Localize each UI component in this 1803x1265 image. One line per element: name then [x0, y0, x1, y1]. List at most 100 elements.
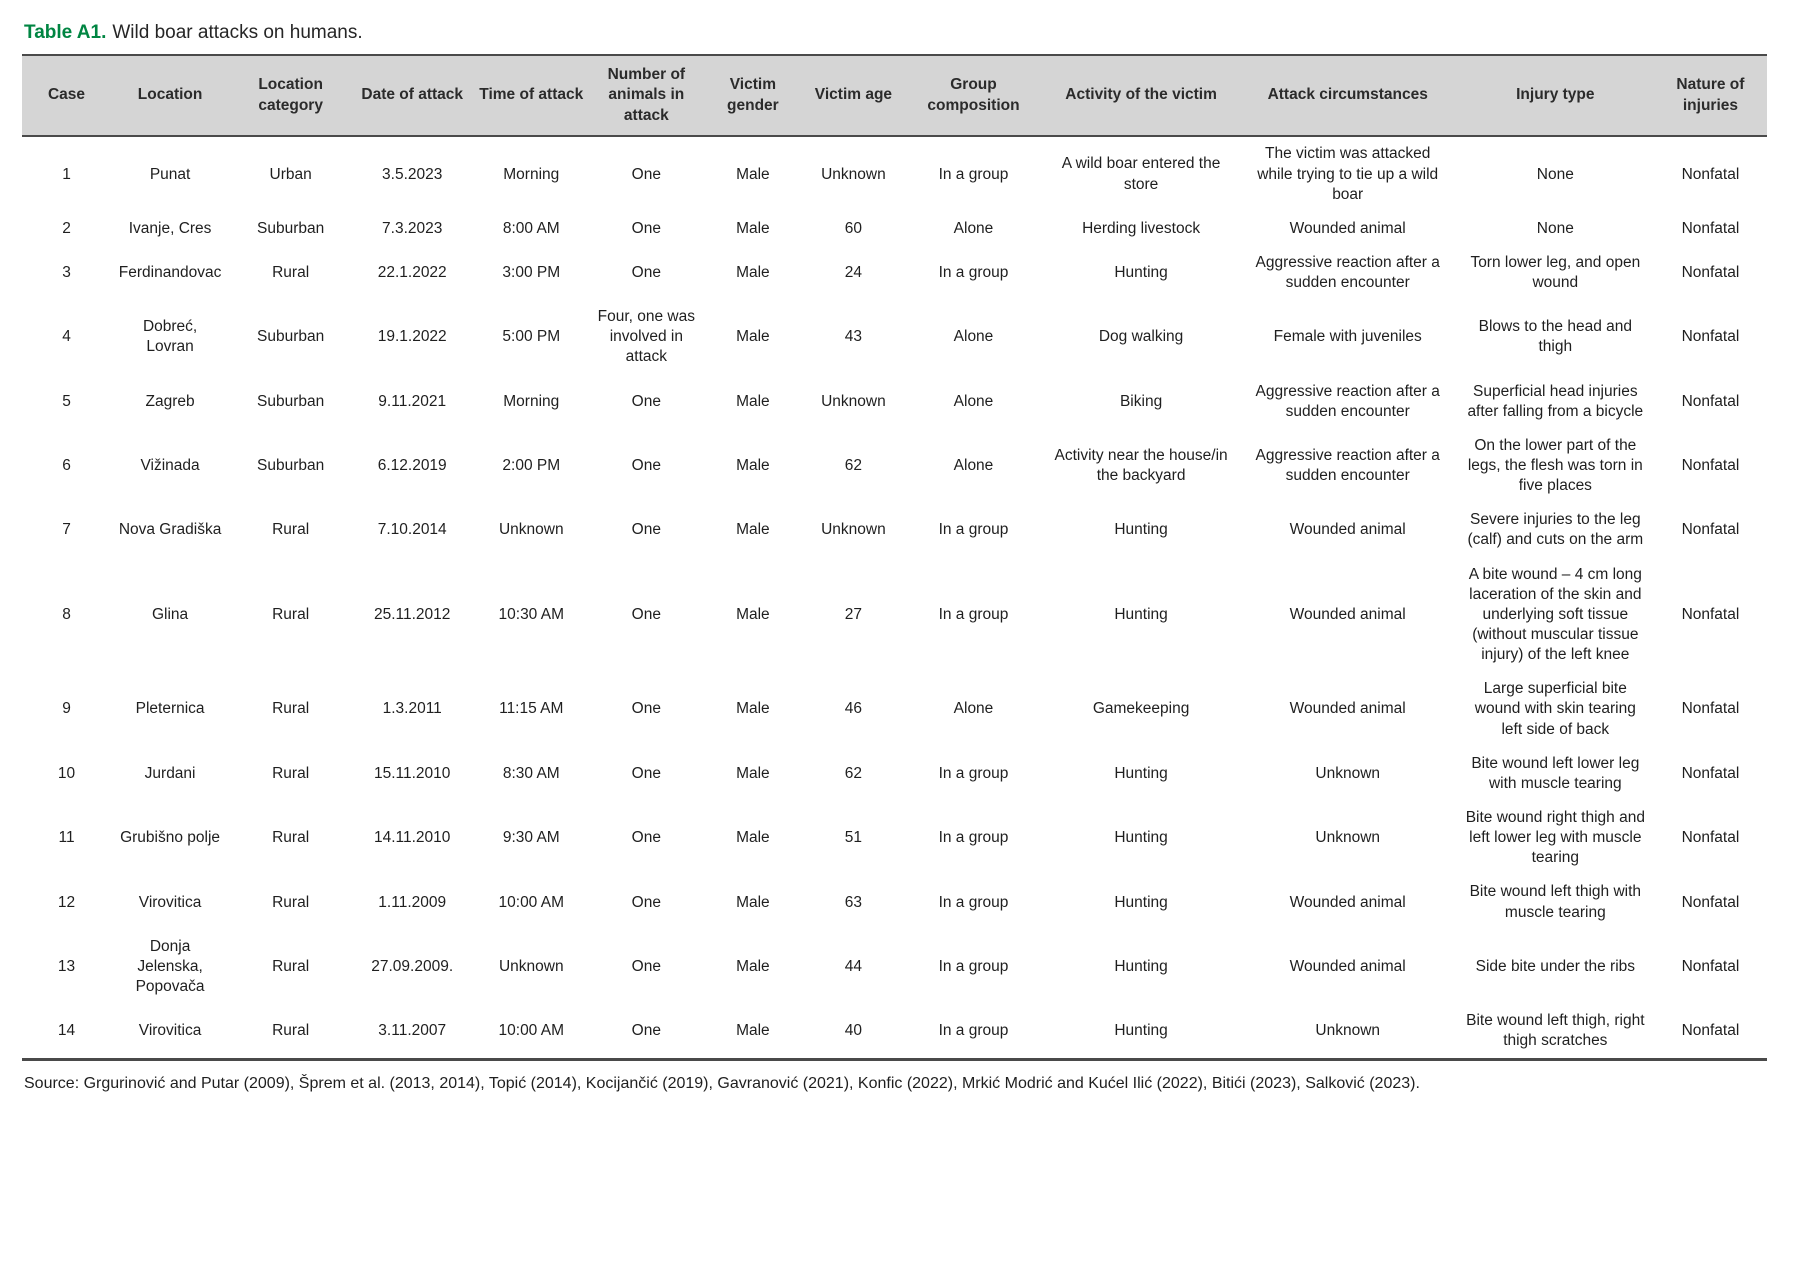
table-cell: Hunting: [1114, 521, 1168, 539]
table-cell: 2:00 PM: [502, 457, 561, 475]
table-cell: 7: [62, 521, 71, 539]
table-cell: Bite wound left thigh, right thigh scrat…: [1466, 1012, 1645, 1050]
table-cell: Hunting: [1114, 605, 1168, 623]
table-cell: Aggressive reaction after a sudden encou…: [1255, 253, 1440, 292]
table-cell: Virovitica: [138, 1022, 202, 1040]
column-header: Location category: [229, 55, 353, 138]
table-cell: Nonfatal: [1681, 893, 1740, 911]
table-cell: Wounded animal: [1289, 521, 1406, 539]
table-cell: One: [631, 521, 661, 539]
table-cell: Donja Jelenska, Popovača: [135, 937, 205, 995]
table-cell: Nonfatal: [1681, 605, 1740, 623]
table-cell: 3:00 PM: [502, 263, 561, 281]
table-cell: Rural: [272, 521, 310, 539]
table-cell: 10:30 AM: [498, 605, 565, 623]
table-cell: In a group: [938, 893, 1009, 911]
table-cell: Alone: [953, 457, 994, 475]
table-cell: 9.11.2021: [378, 392, 447, 410]
table-cell: In a group: [938, 263, 1009, 281]
table-cell: Male: [736, 328, 770, 346]
table-cell: In a group: [938, 165, 1009, 183]
table-cell: 24: [844, 263, 863, 281]
table-cell: Superficial head injuries after falling …: [1467, 382, 1644, 420]
table-cell: 14.11.2010: [373, 829, 451, 847]
table-cell: 15.11.2010: [373, 764, 451, 782]
table-cell: Unknown: [498, 957, 564, 975]
table-cell: Nonfatal: [1681, 521, 1740, 539]
table-cell: Large superficial bite wound with skin t…: [1474, 680, 1636, 738]
table-cell: One: [631, 1022, 661, 1040]
table-cell: Blows to the head and thigh: [1478, 318, 1633, 356]
table-cell: 3: [62, 263, 71, 281]
table-cell: Nonfatal: [1681, 829, 1740, 847]
column-header: Victim age: [803, 55, 904, 138]
table-cell: Hunting: [1114, 893, 1168, 911]
table-caption-label: Table A1.: [24, 22, 107, 43]
table-cell: Male: [736, 700, 770, 718]
table-cell: Dog walking: [1098, 328, 1184, 346]
table-cell: One: [631, 700, 661, 718]
table-cell: Nonfatal: [1681, 328, 1740, 346]
table-row: 2 Ivanje, Cres Suburban 7.3.2023 8:00 AM One M…: [22, 212, 1767, 246]
table-cell: Virovitica: [138, 893, 202, 911]
table-cell: 27.09.2009.: [371, 957, 454, 975]
table-cell: Female with juveniles: [1273, 328, 1422, 346]
table-row: 10 Jurdani Rural 15.11.2010 8:30 AM One Male 62…: [22, 747, 1767, 801]
table-cell: Unknown: [1315, 1022, 1381, 1040]
table-cell: 11:15 AM: [499, 700, 564, 718]
table-cell: Hunting: [1114, 1022, 1168, 1040]
table-cell: One: [631, 605, 661, 623]
table-header-row: Case Location Location category Date of att…: [22, 55, 1767, 138]
table-cell: Unknown: [821, 392, 886, 410]
table-cell: In a group: [938, 521, 1009, 539]
table-cell: 14: [57, 1022, 76, 1040]
column-header: Date of attack: [352, 55, 473, 138]
table-cell: Nonfatal: [1681, 219, 1740, 237]
table-cell: Torn lower leg, and open wound: [1470, 253, 1641, 292]
table-cell: Unknown: [821, 165, 886, 183]
table-cell: 5:00 PM: [502, 328, 561, 346]
table-row: 11 Grubišno polje Rural 14.11.2010 9:30 AM On…: [22, 801, 1767, 875]
table-cell: Morning: [503, 165, 560, 183]
table-cell: 8:30 AM: [502, 764, 560, 782]
source-note: Source: Grgurinović and Putar (2009), Šp…: [24, 1075, 1420, 1093]
table-cell: Wounded animal: [1289, 700, 1406, 718]
table-cell: In a group: [938, 764, 1009, 782]
table-cell: Nonfatal: [1681, 263, 1740, 281]
table-body: 1 Punat Urban 3.5.2023 Morning One Male Unknown…: [22, 136, 1767, 1060]
column-header: Case: [22, 55, 112, 138]
table-cell: Suburban: [257, 328, 325, 346]
table-cell: Aggressive reaction after a sudden encou…: [1255, 382, 1440, 420]
table-cell: Urban: [269, 165, 312, 183]
table-cell: Nova Gradiška: [118, 521, 222, 539]
table-cell: 63: [844, 893, 863, 911]
table-cell: Male: [736, 457, 770, 475]
table-cell: Nonfatal: [1681, 457, 1740, 475]
table-cell: Rural: [272, 1022, 310, 1040]
table-cell: 51: [844, 829, 863, 847]
table-cell: Suburban: [257, 457, 325, 475]
table-cell: Nonfatal: [1681, 165, 1740, 183]
table-cell: Pleternica: [135, 700, 205, 718]
table-cell: In a group: [938, 605, 1009, 623]
table-cell: Nonfatal: [1681, 764, 1740, 782]
table-row: 4 Dobreć, Lovran Suburban 19.1.2022 5:00 PM F…: [22, 300, 1767, 374]
table-cell: A wild boar entered the store: [1061, 155, 1221, 193]
table-cell: On the lower part of the legs, the flesh…: [1467, 436, 1643, 495]
table-cell: One: [631, 957, 661, 975]
table-cell: Morning: [503, 392, 560, 410]
table-cell: One: [631, 219, 661, 237]
table-cell: Rural: [272, 700, 310, 718]
table-cell: 27: [844, 605, 863, 623]
table-cell: Male: [736, 764, 770, 782]
table-cell: 8:00 AM: [502, 219, 560, 237]
table-row: 8 Glina Rural 25.11.2012 10:30 AM One Male 27 In…: [22, 558, 1767, 673]
table-cell: Nonfatal: [1681, 1022, 1740, 1040]
table-row: 12 Virovitica Rural 1.11.2009 10:00 AM One Mal…: [22, 875, 1767, 929]
table-cell: Unknown: [1315, 829, 1381, 847]
table-cell: Hunting: [1114, 764, 1168, 782]
table-cell: 6.12.2019: [377, 457, 447, 475]
table-row: 14 Virovitica Rural 3.11.2007 10:00 AM One Mal…: [22, 1004, 1767, 1060]
table-cell: One: [631, 829, 661, 847]
